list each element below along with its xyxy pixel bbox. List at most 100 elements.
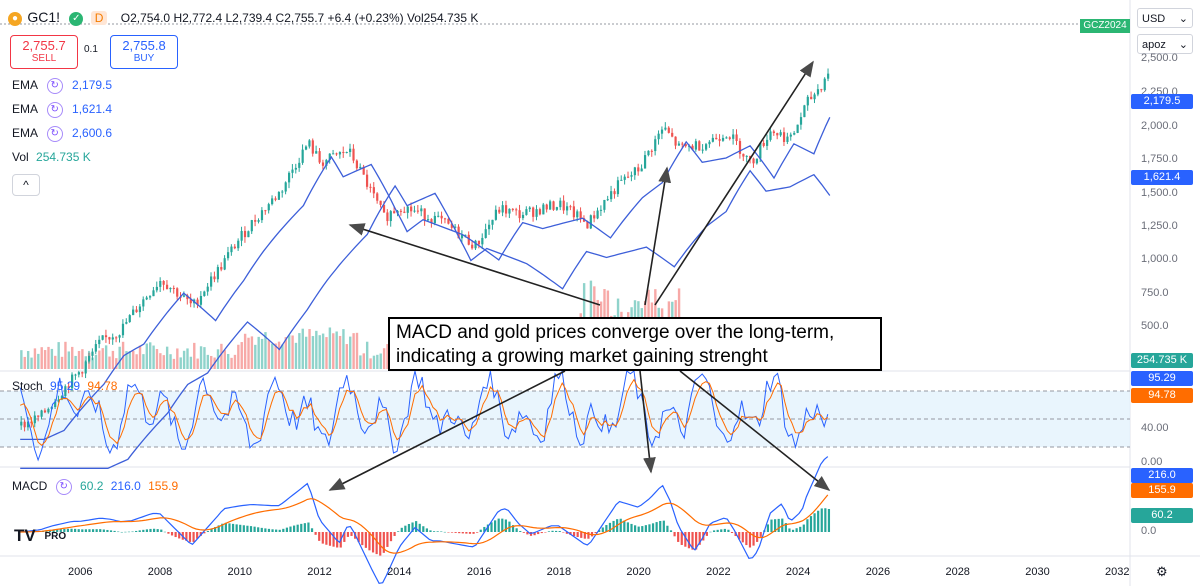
- candle-body: [60, 396, 64, 400]
- candle-body: [213, 276, 216, 280]
- macd-hist-bar: [210, 528, 213, 532]
- macd-hist-bar: [501, 518, 504, 532]
- candle-body: [691, 145, 694, 150]
- macd-hist-bar: [723, 528, 726, 532]
- volume-bar: [182, 350, 186, 369]
- macd-hist-bar: [289, 526, 292, 532]
- volume-bar: [274, 343, 277, 369]
- macd-hist-bar: [249, 526, 253, 532]
- volume-bar: [335, 331, 338, 369]
- volume-bar: [233, 354, 237, 369]
- tradingview-logo[interactable]: TV PRO: [14, 526, 66, 546]
- market-open-icon: ✓: [69, 11, 84, 26]
- collapse-chevron-icon[interactable]: ^: [12, 174, 40, 196]
- macd-hist-bar: [138, 530, 141, 532]
- macd-hist-bar: [623, 520, 626, 532]
- candle-body: [199, 295, 203, 305]
- mode-select[interactable]: apoz ⌄: [1137, 34, 1193, 54]
- macd-hist-bar: [817, 510, 820, 532]
- candle-body: [393, 211, 396, 214]
- annotation-arrow: [654, 60, 814, 306]
- candle-body: [735, 134, 738, 142]
- candle-body: [43, 410, 47, 413]
- sell-button[interactable]: 2,755.7 SELL: [10, 35, 78, 69]
- candle-body: [481, 237, 484, 245]
- volume-bar: [267, 340, 271, 369]
- stoch-legend[interactable]: Stoch 95.29 94.78: [12, 379, 117, 393]
- stoch-label: Stoch: [12, 379, 43, 393]
- ema-row-2[interactable]: EMA ↻ 1,621.4: [12, 102, 112, 118]
- candle-body: [91, 351, 94, 356]
- macd-hist-bar: [655, 522, 658, 532]
- candle-body: [115, 337, 118, 339]
- settings-gear-icon[interactable]: ⚙: [1156, 564, 1168, 579]
- ema-row-3[interactable]: EMA ↻ 2,600.6: [12, 126, 112, 142]
- interval-badge[interactable]: D: [90, 11, 108, 25]
- macd-legend[interactable]: MACD ↻ 60.2 216.0 155.9: [12, 479, 178, 495]
- macd-hist-bar: [364, 532, 367, 548]
- annotation-line-2: indicating a growing market gaining stre…: [396, 346, 768, 367]
- volume-bar: [152, 345, 155, 369]
- candle-body: [630, 175, 633, 177]
- macd-hist-bar: [669, 530, 673, 532]
- candle-body: [94, 344, 97, 352]
- candle-body: [698, 141, 701, 151]
- annotation-line-1: MACD and gold prices converge over the l…: [396, 322, 835, 343]
- candle-body: [477, 240, 481, 245]
- volume-bar: [179, 357, 182, 369]
- price-axis-label: 1,000.0: [1141, 253, 1178, 265]
- candle-body: [589, 215, 592, 229]
- candle-body: [121, 323, 125, 336]
- candle-body: [820, 89, 823, 91]
- volume-row[interactable]: Vol 254.735 K: [12, 150, 91, 164]
- candle-body: [603, 199, 606, 210]
- volume-bar: [60, 356, 64, 369]
- candle-body: [233, 246, 236, 249]
- volume-bar: [54, 355, 57, 369]
- candle-body: [433, 215, 436, 224]
- candle-body: [810, 96, 813, 100]
- macd-hist-bar: [777, 518, 780, 532]
- symbol-name[interactable]: GC1!: [27, 9, 61, 25]
- macd-hist-bar: [292, 525, 296, 532]
- macd-hist-bar: [784, 523, 787, 532]
- volume-bar: [159, 353, 162, 369]
- macd-hist-bar: [361, 532, 364, 546]
- currency-select[interactable]: USD ⌄: [1137, 8, 1193, 28]
- candle-body: [57, 399, 60, 402]
- buy-button[interactable]: 2,755.8 BUY: [110, 35, 178, 69]
- macd-hist-bar: [476, 532, 479, 533]
- macd-hist-bar: [59, 529, 62, 532]
- volume-bar: [271, 343, 274, 369]
- candle-body: [454, 226, 457, 228]
- macd-hist-bar: [77, 529, 80, 532]
- macd-hist-bar: [673, 532, 676, 537]
- volume-bar: [176, 348, 179, 369]
- volume-bar: [186, 348, 189, 369]
- candle-body: [654, 139, 657, 152]
- candle-body: [243, 230, 247, 238]
- macd-hist-bar: [695, 532, 698, 550]
- volume-bar: [237, 344, 240, 369]
- candle-body: [379, 200, 382, 205]
- ema-label: EMA: [12, 102, 38, 117]
- ema-row-1[interactable]: EMA ↻ 2,179.5: [12, 78, 112, 94]
- candle-body: [718, 139, 721, 141]
- volume-bar: [50, 348, 54, 369]
- macd-hist-bar: [483, 526, 486, 532]
- macd-hist-bar: [752, 532, 755, 546]
- candle-body: [399, 210, 403, 212]
- candle-body: [803, 105, 806, 118]
- volume-bar: [196, 358, 199, 369]
- symbol-header: ● GC1! ✓ D O2,754.0 H2,772.4 L2,739.4 C2…: [8, 9, 478, 26]
- volume-bar: [311, 336, 315, 369]
- candle-body: [535, 209, 538, 217]
- candle-body: [823, 78, 826, 91]
- macd-hist-bar: [558, 531, 561, 532]
- macd-hist-bar: [379, 532, 382, 556]
- volume-bar: [281, 344, 284, 369]
- candle-body: [33, 415, 36, 424]
- macd-hist-bar: [120, 531, 123, 533]
- price-axis-label: 1,750.0: [1141, 153, 1178, 165]
